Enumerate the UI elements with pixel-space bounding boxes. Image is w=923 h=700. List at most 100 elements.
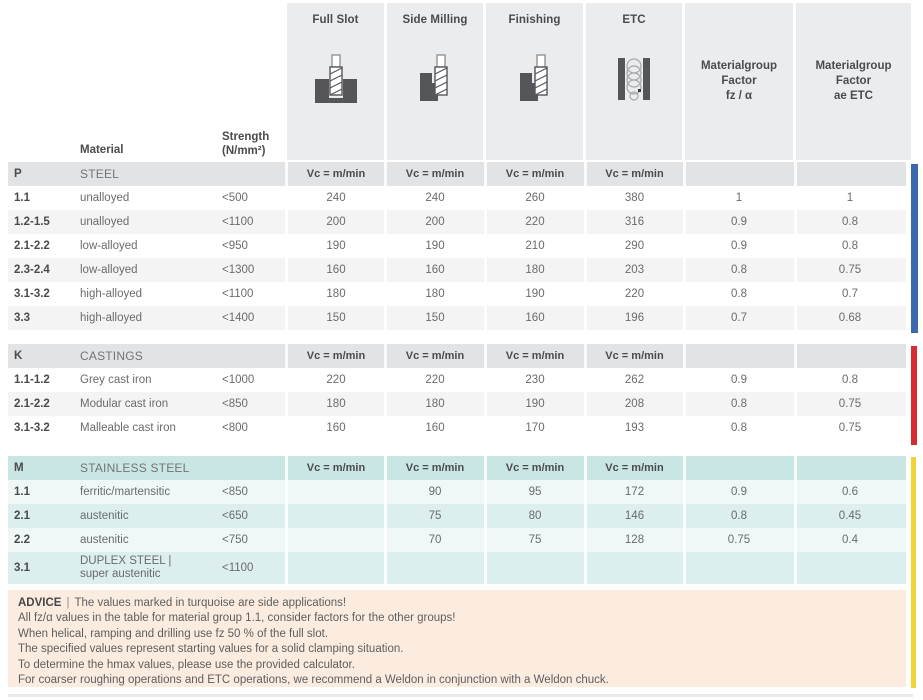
strength-value: <1100 [222, 288, 254, 300]
etc-vc: 316 [624, 216, 645, 228]
finishing-vc: 80 [528, 510, 542, 522]
table-row: 3.3 high-alloyed <1400 150 150 160 196 0… [8, 306, 906, 330]
full-slot-vc: 190 [326, 240, 346, 252]
table-row: 3.1-3.2 high-alloyed <1100 180 180 190 2… [8, 282, 906, 306]
side-milling-vc: 180 [425, 398, 445, 410]
full-slot-vc: 200 [326, 216, 346, 228]
column-label: Full Slot [312, 14, 359, 26]
etc-vc: 172 [624, 486, 645, 498]
finishing-vc: 230 [525, 374, 545, 386]
column-header-side-milling: Side Milling [387, 3, 483, 160]
column-divider [584, 162, 587, 584]
etc-vc: 208 [624, 398, 645, 410]
vc-unit-label: Vc = m/min [405, 168, 465, 180]
material-group-id: 1.2-1.5 [14, 216, 50, 228]
advice-separator: | [66, 597, 70, 609]
castings-section-color-bar [911, 346, 917, 445]
etc-vc: 220 [624, 288, 645, 300]
column-divider [285, 162, 288, 584]
factor-ae: 0.75 [838, 422, 862, 434]
material-group-id: 2.1-2.2 [14, 398, 50, 410]
material-group-id: 3.1 [14, 562, 30, 574]
material-group-id: 2.1 [14, 510, 30, 522]
advice-line: ADVICE | The values marked in turquoise ar… [18, 596, 896, 611]
side-milling-vc: 240 [425, 192, 445, 204]
vc-unit-label: Vc = m/min [505, 168, 565, 180]
side-milling-vc: 200 [425, 216, 445, 228]
factor-fz: 0.8 [731, 422, 747, 434]
finishing-vc: 190 [525, 398, 545, 410]
advice-line-text: The values marked in turquoise are side … [74, 597, 347, 609]
section-name: STEEL [80, 167, 120, 181]
steel-section-color-bar [911, 164, 918, 333]
table-row: 2.1-2.2 low-alloyed <950 190 190 210 290… [8, 234, 906, 258]
finishing-vc: 210 [525, 240, 545, 252]
etc-vc: 203 [624, 264, 645, 276]
etc-icon [618, 58, 650, 101]
etc-vc: 193 [624, 422, 645, 434]
full-slot-vc: 160 [326, 264, 346, 276]
material-group-id: 2.1-2.2 [14, 240, 50, 252]
side-milling-vc: 160 [425, 422, 445, 434]
finishing-icon [519, 54, 548, 101]
strength-value: <650 [222, 510, 248, 522]
factor-ae: 0.68 [838, 312, 862, 324]
material-name: austenitic [80, 509, 129, 522]
material-name: low-alloyed [80, 263, 138, 276]
vc-unit-label: Vc = m/min [505, 462, 565, 474]
vc-unit-label: Vc = m/min [605, 350, 664, 362]
advice-title: ADVICE [18, 597, 62, 609]
factor-fz: 0.7 [731, 312, 747, 324]
etc-vc: 262 [624, 374, 645, 386]
side-milling-vc: 75 [428, 510, 442, 522]
full-slot-vc: 180 [326, 288, 346, 300]
section-name: STAINLESS STEEL [80, 461, 190, 475]
material-name: high-alloyed [80, 311, 143, 324]
section-id: P [14, 168, 22, 180]
full-slot-vc: 240 [326, 192, 346, 204]
section-id: M [14, 462, 24, 474]
factor-ae: 0.6 [842, 486, 858, 498]
strength-value: <850 [222, 486, 248, 498]
column-header-full-slot: Full Slot [287, 3, 384, 160]
section-name: CASTINGS [80, 349, 143, 363]
factor-ae: 0.45 [838, 510, 862, 522]
table-row: 1.2-1.5 unalloyed <1100 200 200 220 316 … [8, 210, 906, 234]
bottom-divider [8, 694, 913, 697]
full-slot-icon [314, 54, 357, 103]
factor-fz: 0.9 [731, 240, 747, 252]
strength-value: <1300 [222, 264, 255, 276]
finishing-vc: 170 [525, 422, 545, 434]
factor-fz: 0.8 [731, 288, 747, 300]
advice-line: For coarser roughing operations and ETC … [18, 674, 609, 687]
material-group-id: 3.1-3.2 [14, 422, 50, 434]
vc-unit-label: Vc = m/min [605, 168, 664, 180]
material-name: Modular cast iron [80, 397, 169, 410]
table-row: 1.1 unalloyed <500 240 240 260 380 1 1 [8, 186, 906, 210]
material-name: DUPLEX STEEL | super austenitic [80, 555, 172, 580]
factor-fz: 0.9 [731, 216, 747, 228]
column-label: Materialgroup Factor fz / α [700, 60, 778, 102]
factor-fz: 1 [735, 192, 743, 204]
side-milling-vc: 180 [425, 288, 445, 300]
section-castings: K CASTINGS Vc = m/min Vc = m/min Vc = m/… [8, 344, 906, 440]
strength-column-label: Strength (N/mm²) [222, 131, 270, 157]
strength-value: <1100 [222, 562, 254, 574]
material-group-id: 1.1 [14, 486, 30, 498]
material-column-label: Material [80, 144, 124, 156]
column-label: ETC [622, 14, 646, 26]
etc-vc: 146 [624, 510, 645, 522]
column-header-factor-fz: Materialgroup Factor fz / α [685, 3, 793, 160]
advice-line: All fz/α values in the table for materia… [18, 612, 456, 625]
strength-value: <850 [222, 398, 248, 410]
material-name: unalloyed [80, 191, 130, 204]
finishing-vc: 180 [525, 264, 545, 276]
side-milling-icon [420, 54, 448, 101]
factor-ae: 0.8 [842, 216, 858, 228]
full-slot-vc: 160 [326, 422, 346, 434]
material-name: ferritic/martensitic [80, 485, 171, 498]
table-row: 1.1 ferritic/martensitic <850 90 95 172 … [8, 480, 906, 504]
vc-unit-label: Vc = m/min [405, 350, 465, 362]
full-slot-vc: 220 [326, 374, 346, 386]
